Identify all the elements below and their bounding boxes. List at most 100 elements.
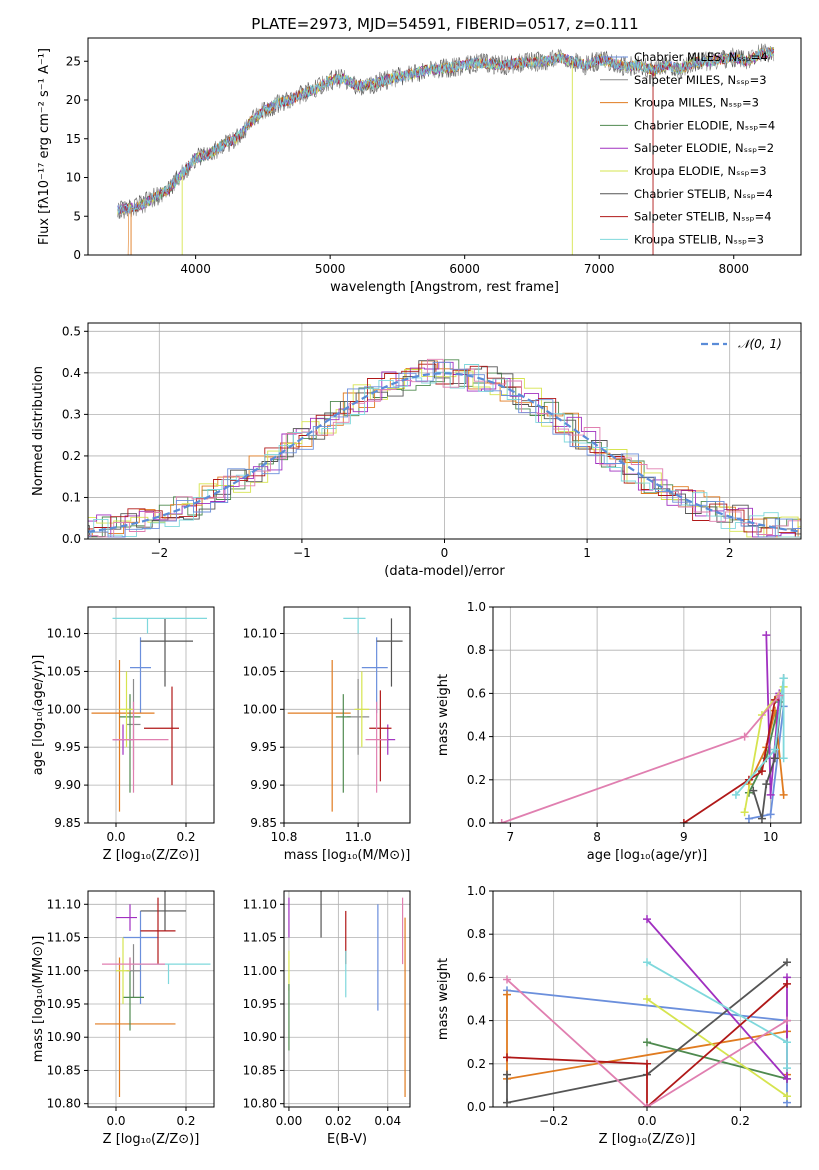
weight-marker	[643, 1038, 651, 1047]
weight-marker	[643, 1103, 651, 1107]
weight-marker	[762, 780, 771, 789]
weight-marker	[503, 1070, 511, 1079]
weight-marker	[779, 790, 788, 799]
legend-entry: Chabrier STELIB, Nₛₛₚ=4	[634, 187, 773, 201]
y-tick-label: 0.8	[467, 927, 486, 941]
errorbar-point	[287, 660, 351, 812]
y-tick-label: 9.85	[54, 816, 81, 830]
x-tick-label: 2	[726, 546, 734, 560]
panel-mass_vs_ebv: 0.00 0.02 0.04 10.80 10.85 10.90 10.95 11.00 11.…	[243, 890, 411, 1147]
x-tick-label: 10.8	[271, 830, 298, 844]
y-tick-label: 1.0	[467, 600, 486, 614]
errorbar-point	[354, 671, 370, 748]
y-tick-label: 10.90	[47, 1030, 81, 1044]
errorbar-point	[91, 660, 155, 812]
errorbar-point	[140, 897, 176, 965]
y-tick-label: 10.85	[243, 1063, 277, 1077]
errorbar-point	[369, 690, 392, 782]
x-tick-label: 6000	[449, 262, 480, 276]
x-tick-label: 11.0	[345, 830, 372, 844]
weight-marker	[744, 814, 753, 823]
y-tick-label: 0.0	[62, 532, 81, 546]
y-tick-label: 0.5	[62, 324, 81, 338]
x-tick-label: 10	[763, 830, 778, 844]
y-tick-label: 11.10	[243, 897, 277, 911]
y-tick-label: 15	[66, 132, 81, 146]
x-tick-label: 0.2	[176, 1114, 195, 1128]
y-tick-label: 20	[66, 93, 81, 107]
weight-series-line	[646, 998, 788, 1097]
axes-frame	[87, 606, 215, 824]
legend-entry: Chabrier MILES, Nₛₛₚ=4	[634, 50, 768, 64]
weight-marker	[503, 1053, 511, 1062]
y-tick-label: 11.05	[243, 931, 277, 945]
weight-marker	[779, 754, 788, 763]
x-axis-label: Z [log₁₀(Z/Z⊙)]	[599, 1132, 696, 1147]
errorbar-point	[144, 686, 179, 786]
x-tick-label: −0.2	[539, 1114, 568, 1128]
y-tick-label: 10.80	[47, 1097, 81, 1111]
errorbar-point	[361, 637, 388, 714]
legend-entry: Chabrier ELODIE, Nₛₛₚ=4	[634, 118, 775, 132]
errorbar-point	[140, 891, 186, 931]
errorbar-group	[91, 617, 207, 812]
histogram-lines	[88, 358, 801, 538]
y-tick-label: 9.85	[250, 816, 277, 830]
weight-marker	[766, 810, 775, 819]
errorbar-point	[116, 904, 137, 931]
y-tick-label: 0.0	[467, 816, 486, 830]
y-tick-label: 0.1	[62, 490, 81, 504]
y-tick-label: 9.95	[250, 740, 277, 754]
y-tick-label: 0.4	[62, 366, 81, 380]
spectrum-model-line	[117, 48, 775, 215]
weight-marker	[643, 915, 651, 924]
y-tick-label: 11.00	[243, 964, 277, 978]
x-tick-label: 7000	[584, 262, 615, 276]
x-tick-label: 4000	[180, 262, 211, 276]
weight-marker	[762, 631, 771, 640]
errorbar-group	[287, 617, 403, 812]
y-tick-label: 10.00	[243, 702, 277, 716]
weight-marker	[503, 990, 511, 999]
errorbar-point	[130, 637, 151, 714]
weight-marker	[770, 745, 779, 754]
y-tick-label: 11.00	[47, 964, 81, 978]
y-tick-label: 5	[73, 209, 81, 223]
errorbar-point	[112, 617, 207, 634]
weight-marker	[783, 1016, 791, 1025]
x-axis-label: mass [log₁₀(M/M⊙)]	[284, 848, 411, 863]
panel-residuals: −2 −1 0 1 2 0.0 0.1 0.2 0.3 0.4 0.5 (data-model)/er…	[31, 322, 802, 579]
panel-spectrum: 4000 5000 6000 7000 8000 0 5 10 15 20 25 wavelength…	[37, 37, 802, 295]
y-tick-label: 9.90	[250, 778, 277, 792]
y-tick-label: 10.00	[47, 702, 81, 716]
weight-series-line	[683, 699, 776, 823]
panel-mass_vs_Z: 0.0 0.2 10.80 10.85 10.90 10.95 11.00 11.05 11.1…	[31, 890, 215, 1147]
errorbar-point	[119, 694, 141, 793]
panel-age_vs_mass: 10.8 11.0 9.85 9.90 9.95 10.00 10.05 10.10 mass …	[243, 606, 411, 863]
axes-frame	[492, 606, 802, 824]
histogram-step-line	[88, 364, 801, 538]
errorbar-point	[343, 617, 366, 634]
y-axis-label: Normed distribution	[31, 366, 46, 496]
errorbar-point	[140, 618, 193, 687]
panel-weight_vs_Z: −0.2 0.0 0.2 0.0 0.2 0.4 0.6 0.8 1.0 Z [log₁₀(Z/Z…	[436, 884, 802, 1147]
x-tick-label: 9	[680, 830, 688, 844]
weight-marker	[679, 819, 688, 823]
y-tick-label: 0.6	[467, 970, 486, 984]
y-tick-label: 0.3	[62, 407, 81, 421]
y-tick-label: 9.95	[54, 740, 81, 754]
axes-frame	[283, 606, 411, 824]
y-tick-label: 10.10	[47, 627, 81, 641]
weight-marker	[766, 790, 775, 799]
axes-frame	[283, 890, 411, 1108]
weight-marker	[783, 979, 791, 988]
x-tick-label: 0.2	[731, 1114, 750, 1128]
x-tick-label: −1	[293, 546, 311, 560]
panel-weight_vs_age: 7 8 9 10 0.0 0.2 0.4 0.6 0.8 1.0 age [log₁₀(age/yr…	[436, 600, 802, 863]
y-axis-label: Flux [fλ10⁻¹⁷ erg cm⁻² s⁻¹ A⁻¹]	[37, 48, 52, 245]
weight-marker	[740, 732, 749, 741]
x-tick-label: 0.02	[325, 1114, 352, 1128]
weight-series-line	[748, 710, 785, 795]
x-tick-label: 0.0	[637, 1114, 656, 1128]
